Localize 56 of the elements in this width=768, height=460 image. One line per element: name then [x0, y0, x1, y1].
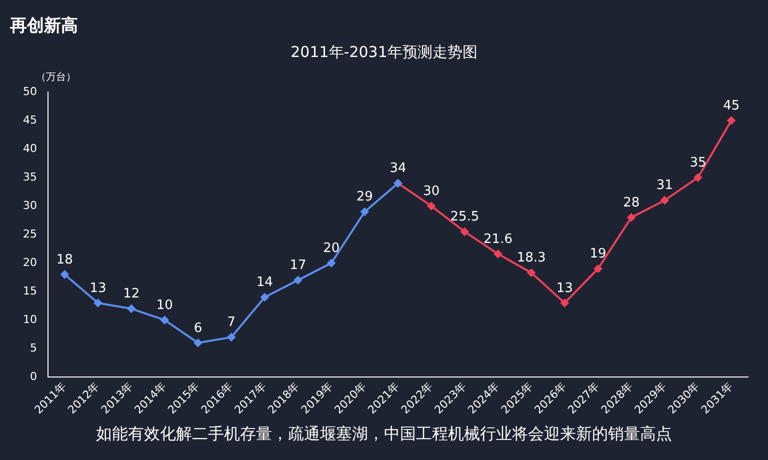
data-label: 7 — [227, 315, 236, 330]
data-label: 25.5 — [450, 210, 480, 225]
point — [360, 208, 369, 216]
data-label: 14 — [256, 275, 273, 290]
data-label: 21.6 — [484, 232, 512, 247]
point — [727, 116, 736, 125]
data-label: 29 — [356, 190, 373, 205]
data-label: 6 — [194, 320, 202, 336]
data-label: 28 — [623, 195, 640, 210]
y-tick-label: 10 — [22, 312, 37, 326]
chart-subtitle: 再创新高 — [10, 15, 78, 37]
y-tick-label: 45 — [22, 113, 37, 126]
y-axis-title: （万台） — [36, 70, 76, 84]
point — [594, 264, 602, 273]
y-tick-label: 20 — [22, 256, 37, 269]
point — [527, 268, 536, 277]
point — [127, 304, 136, 313]
data-label: 17 — [290, 258, 306, 274]
point — [194, 338, 202, 347]
y-tick-label: 15 — [22, 284, 37, 298]
point — [660, 196, 669, 204]
data-label: 35 — [690, 155, 706, 170]
point — [694, 174, 702, 182]
point — [94, 298, 102, 307]
y-tick-label: 50 — [22, 84, 37, 98]
data-label: 13 — [90, 280, 106, 296]
point — [494, 250, 502, 258]
data-label: 13 — [556, 280, 573, 296]
data-label: 34 — [390, 161, 406, 176]
data-label: 18.3 — [516, 250, 546, 266]
data-label: 20 — [323, 240, 340, 256]
data-label: 19 — [590, 246, 606, 262]
y-tick-label: 0 — [30, 370, 37, 383]
y-tick-label: 25 — [22, 227, 37, 240]
point — [60, 270, 69, 278]
data-label: 30 — [423, 184, 440, 199]
y-tick-label: 5 — [30, 341, 37, 354]
data-label: 12 — [123, 286, 140, 302]
text: 如能有效化解二手机存量，疏通堰塞湖，中国工程机械行业将会迎来新的销量高点 — [95, 424, 673, 445]
chart-title: 2011年-2031年预测走势图 — [290, 42, 478, 61]
point — [294, 276, 302, 284]
point — [227, 333, 236, 342]
y-tick-label: 35 — [22, 170, 37, 184]
y-tick-label: 30 — [22, 198, 37, 212]
point — [627, 213, 636, 222]
point — [260, 293, 269, 302]
point — [460, 228, 469, 236]
point — [560, 298, 569, 307]
point — [427, 202, 436, 210]
data-label: 31 — [656, 178, 673, 194]
data-label: 10 — [156, 298, 173, 313]
data-label: 45 — [723, 98, 740, 114]
point — [327, 259, 336, 268]
point — [160, 316, 169, 324]
y-tick-label: 40 — [22, 142, 37, 155]
data-label: 18 — [56, 252, 73, 268]
